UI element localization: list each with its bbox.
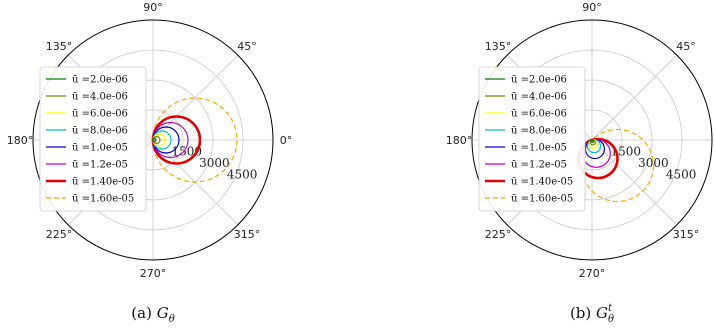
theta-tick-label: 0° (280, 134, 293, 147)
series-curve (590, 139, 595, 143)
legend: ū =2.0e-06 ū =4.0e-06 ū =6.0e-06 ū =8.0e-06… (39, 66, 147, 212)
radial-tick-label: 3000 (638, 156, 669, 170)
legend-label: ū =2.0e-06 (72, 75, 128, 86)
subfigure-caption: (a) Gθ (131, 304, 174, 325)
legend-label: ū =6.0e-06 (511, 109, 567, 120)
theta-tick-label: 270° (140, 267, 167, 280)
legend-label: ū =1.60e-05 (511, 194, 573, 205)
theta-tick-label: 225° (46, 228, 73, 241)
polar-panel-a: 0°45°90°135°180°225°270°315°150030004500… (7, 1, 293, 325)
legend-label: ū =2.0e-06 (511, 75, 567, 86)
legend-label: ū =1.2e-05 (511, 160, 567, 171)
legend-label: ū =6.0e-06 (72, 109, 128, 120)
legend-box (478, 66, 586, 212)
theta-tick-label: 180° (7, 134, 34, 147)
radial-tick-label: 4500 (227, 167, 258, 181)
theta-tick-label: 315° (673, 228, 700, 241)
polar-frame (471, 19, 713, 261)
theta-tick-label: 90° (143, 1, 163, 14)
grid-spoke (591, 139, 678, 226)
theta-tick-label: 45° (237, 40, 257, 53)
subfigure-caption: (b) Gt θ (570, 303, 614, 325)
legend-label: ū =1.40e-05 (72, 177, 134, 188)
legend-label: ū =8.0e-06 (72, 126, 128, 137)
radial-tick-label: 4500 (666, 167, 697, 181)
theta-tick-label: 315° (234, 228, 261, 241)
theta-tick-label: 90° (582, 1, 602, 14)
legend: ū =2.0e-06 ū =4.0e-06 ū =6.0e-06 ū =8.0e-06… (478, 66, 586, 212)
theta-tick-label: 180° (446, 134, 473, 147)
polar-panel-b: 0°45°90°135°180°225°270°315°150030004500… (446, 1, 713, 325)
legend-label: ū =4.0e-06 (72, 92, 128, 103)
legend-box (39, 66, 147, 212)
legend-label: ū =8.0e-06 (511, 126, 567, 137)
legend-label: ū =1.40e-05 (511, 177, 573, 188)
legend-label: ū =1.0e-05 (511, 143, 567, 154)
grid-spoke (591, 54, 678, 141)
theta-tick-label: 225° (485, 228, 512, 241)
theta-tick-label: 270° (579, 267, 606, 280)
grid-spoke (152, 54, 239, 141)
legend-label: ū =1.2e-05 (72, 160, 128, 171)
theta-tick-label: 135° (46, 40, 73, 53)
radial-tick-label: 3000 (199, 156, 230, 170)
theta-tick-label: 45° (676, 40, 696, 53)
polar-frame (32, 19, 274, 261)
legend-label: ū =4.0e-06 (511, 92, 567, 103)
series-curve (152, 137, 157, 143)
theta-tick-label: 135° (485, 40, 512, 53)
legend-label: ū =1.0e-05 (72, 143, 128, 154)
legend-label: ū =1.60e-05 (72, 194, 134, 205)
